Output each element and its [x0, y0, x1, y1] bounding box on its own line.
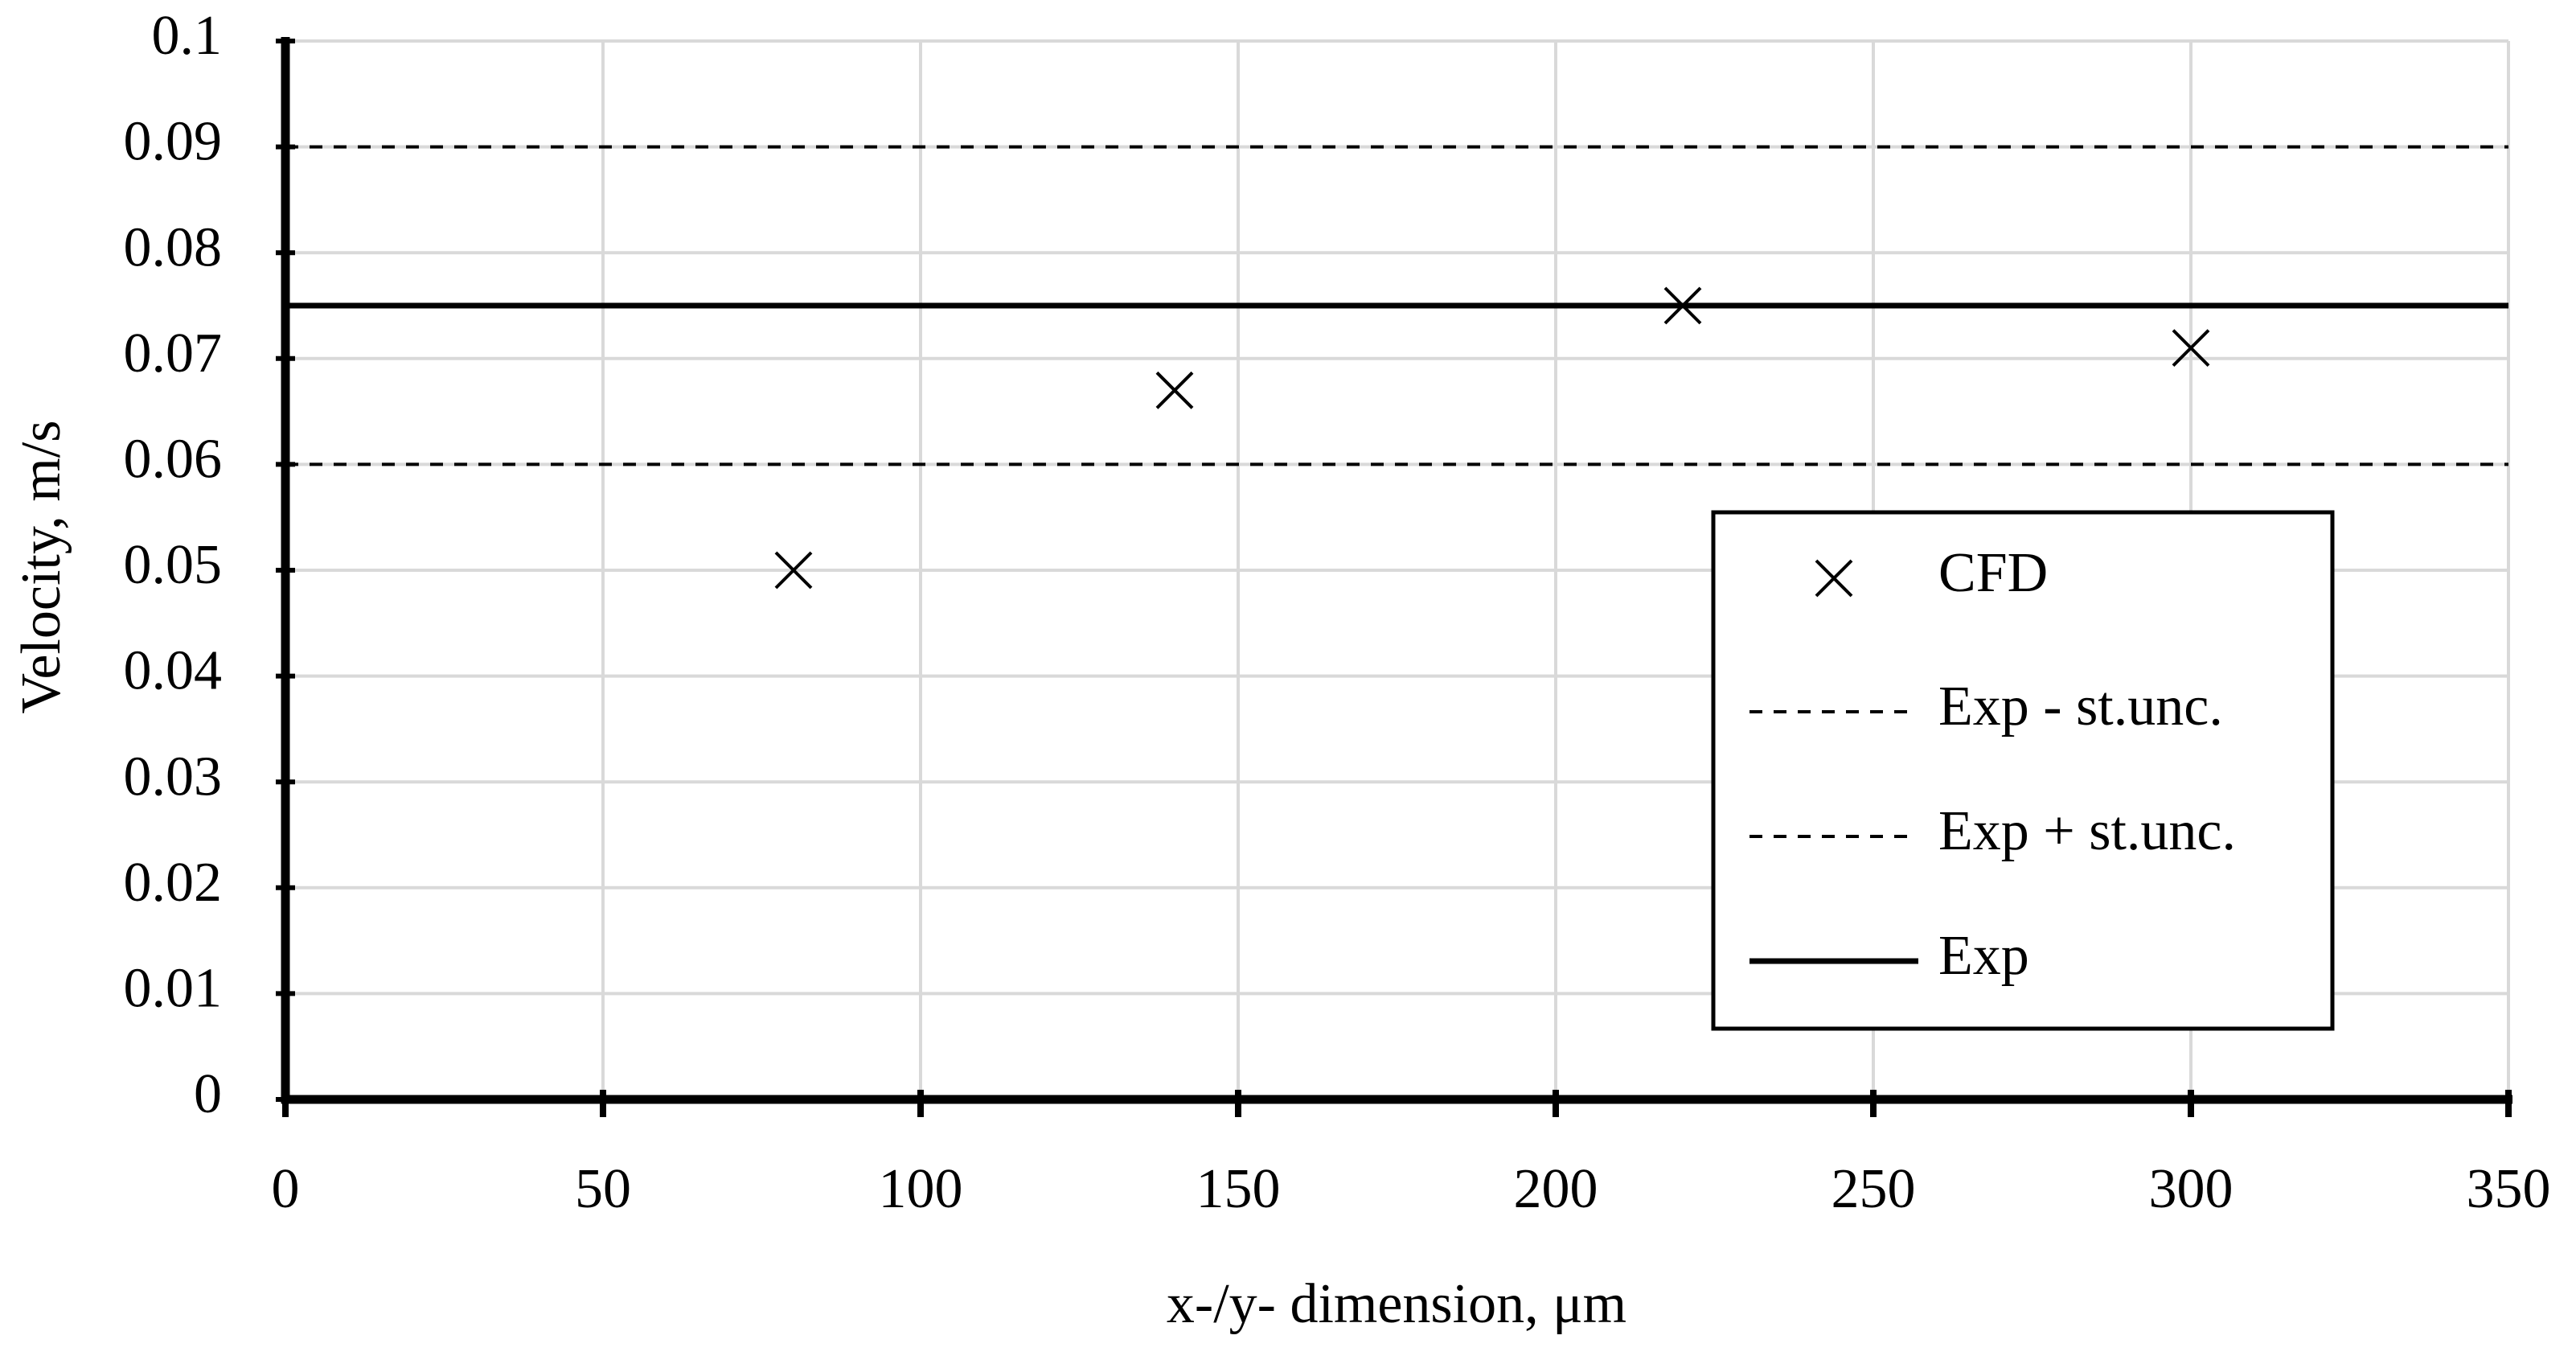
- marker: [2172, 329, 2210, 368]
- y-tick-label: 0.07: [124, 323, 223, 384]
- legend-label: Exp + st.unc.: [1938, 800, 2236, 862]
- y-tick-label: 0.08: [124, 216, 223, 278]
- x-tick-label: 200: [1514, 1158, 1598, 1220]
- legend-label: Exp - st.unc.: [1938, 676, 2223, 738]
- y-tick-label: 0.09: [124, 111, 223, 173]
- marker: [1155, 371, 1194, 409]
- y-tick-label: 0.02: [124, 852, 223, 914]
- legend-box: [1711, 510, 2335, 1031]
- y-tick-label: 0.04: [124, 640, 223, 702]
- legend-marker: [1815, 559, 1853, 598]
- y-tick-label: 0: [194, 1063, 222, 1125]
- x-tick-label: 50: [575, 1158, 631, 1220]
- legend-label: Exp: [1938, 925, 2029, 987]
- x-tick-label: 100: [879, 1158, 963, 1220]
- y-axis-label: Velocity, m/s: [10, 421, 72, 714]
- x-tick-label: 150: [1196, 1158, 1281, 1220]
- y-tick-label: 0.05: [124, 534, 223, 596]
- x-axis-label: x-/y- dimension, μm: [1167, 1273, 1626, 1335]
- x-tick-label: 250: [1832, 1158, 1916, 1220]
- y-tick-label: 0.06: [124, 428, 223, 490]
- marker: [774, 551, 813, 590]
- legend-label: CFD: [1938, 542, 2048, 604]
- y-tick-label: 0.03: [124, 746, 223, 807]
- x-tick-label: 0: [272, 1158, 300, 1220]
- y-tick-label: 0.1: [152, 5, 223, 67]
- x-tick-label: 350: [2467, 1158, 2551, 1220]
- x-tick-label: 300: [2149, 1158, 2233, 1220]
- y-tick-label: 0.01: [124, 957, 223, 1019]
